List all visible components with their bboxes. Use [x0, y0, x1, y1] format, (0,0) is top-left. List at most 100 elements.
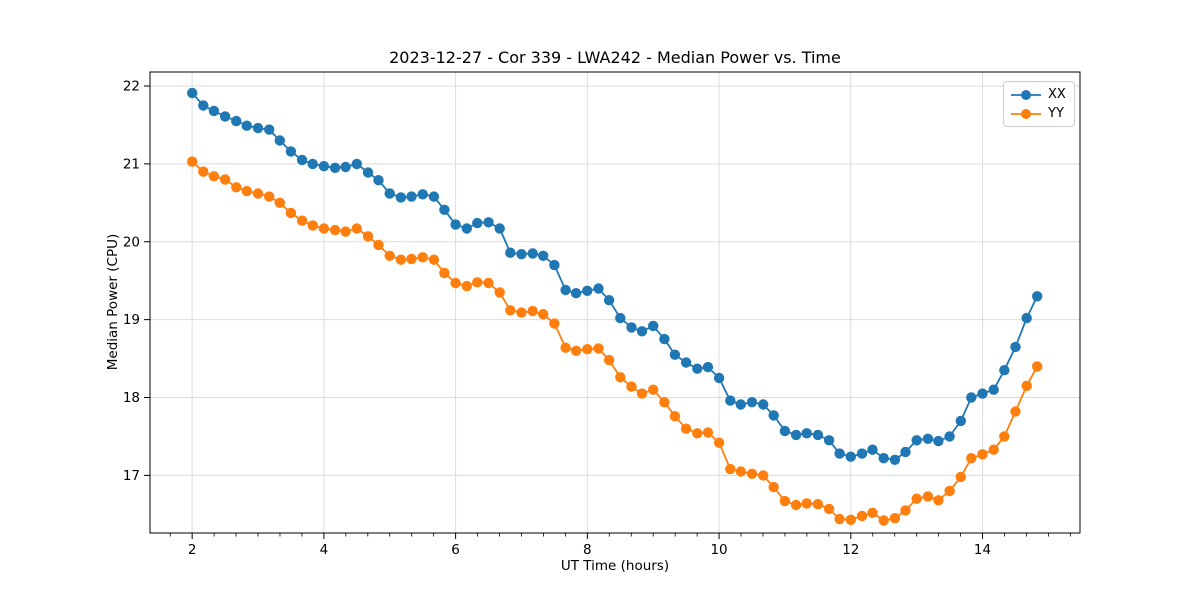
data-point-yy: [384, 250, 395, 261]
data-point-xx: [505, 247, 516, 258]
x-axis-ticks: 2 4 6 8 10 12 14: [169, 533, 1071, 558]
data-point-xx: [692, 363, 703, 374]
data-point-xx: [329, 162, 341, 173]
y-tick-label: 18: [123, 390, 140, 406]
x-tick-label: 8: [583, 542, 592, 558]
data-point-yy: [758, 470, 769, 481]
data-point-xx: [834, 448, 845, 459]
data-point-xx: [472, 217, 483, 229]
data-point-yy: [834, 513, 845, 525]
data-point-xx: [626, 322, 637, 333]
data-point-xx: [933, 435, 944, 447]
data-point-xx: [648, 320, 659, 332]
data-point-xx: [659, 333, 670, 345]
data-point-xx: [603, 295, 615, 306]
data-point-yy: [944, 485, 955, 497]
data-point-yy: [472, 277, 483, 288]
data-point-yy: [1010, 406, 1021, 417]
data-point-xx: [867, 444, 878, 455]
data-point-yy: [395, 254, 407, 265]
chart-title: 2023-12-27 - Cor 339 - LWA242 - Median P…: [389, 48, 841, 67]
data-point-xx: [274, 135, 285, 146]
data-point-yy: [911, 493, 922, 504]
data-point-xx: [1032, 291, 1043, 302]
data-point-yy: [362, 231, 374, 242]
data-point-xx: [395, 192, 407, 203]
data-point-xx: [636, 326, 648, 337]
data-point-xx: [856, 448, 868, 459]
data-point-xx: [362, 167, 374, 178]
data-point-xx: [516, 249, 527, 260]
data-point-xx: [823, 435, 835, 446]
data-point-yy: [900, 505, 911, 516]
x-tick-label: 6: [451, 542, 460, 558]
data-point-xx: [966, 392, 977, 403]
data-point-yy: [669, 411, 681, 422]
data-point-xx: [669, 349, 681, 360]
data-point-yy: [527, 305, 538, 317]
data-point-xx: [384, 188, 395, 199]
gridlines: [150, 72, 1080, 533]
data-point-yy: [296, 215, 308, 226]
data-point-xx: [702, 361, 714, 373]
data-point-yy: [538, 309, 549, 320]
x-tick-label: 12: [842, 542, 859, 558]
data-point-xx: [549, 259, 560, 271]
data-point-yy: [1021, 380, 1032, 391]
data-point-xx: [231, 115, 242, 127]
data-point-yy: [516, 307, 527, 318]
data-point-yy: [307, 220, 318, 231]
legend-entry-yy: YY: [1010, 105, 1066, 122]
legend: XX YY: [1003, 81, 1075, 127]
series-markers-yy: [187, 156, 1043, 526]
data-point-yy: [351, 223, 362, 234]
data-point-xx: [296, 154, 308, 166]
data-point-yy: [494, 287, 505, 298]
data-point-yy: [867, 507, 878, 518]
data-point-xx: [373, 175, 384, 186]
x-tick-label: 14: [974, 542, 991, 558]
data-point-yy: [329, 224, 341, 236]
data-point-yy: [856, 510, 868, 522]
data-point-yy: [735, 466, 746, 477]
data-point-xx: [582, 285, 593, 296]
data-point-yy: [241, 185, 252, 197]
data-point-yy: [264, 191, 275, 202]
data-point-yy: [505, 305, 516, 316]
data-point-xx: [944, 431, 955, 442]
y-axis-ticks: 17 18 19 20 21 22: [123, 79, 150, 484]
data-point-xx: [911, 435, 922, 446]
data-point-yy: [417, 252, 428, 263]
data-point-yy: [955, 471, 966, 483]
data-point-yy: [790, 499, 802, 511]
data-point-yy: [779, 495, 791, 507]
data-point-xx: [713, 372, 725, 384]
data-point-yy: [461, 280, 472, 292]
data-point-xx: [483, 217, 494, 228]
data-point-yy: [208, 171, 220, 182]
data-point-xx: [735, 399, 746, 410]
data-point-yy: [570, 345, 582, 356]
data-point-yy: [648, 384, 659, 395]
data-point-xx: [768, 410, 779, 421]
data-point-xx: [428, 191, 440, 202]
data-point-xx: [988, 384, 999, 395]
data-point-yy: [285, 207, 297, 219]
data-point-yy: [680, 423, 692, 434]
data-point-yy: [187, 156, 198, 167]
data-point-yy: [636, 388, 648, 399]
data-point-yy: [933, 495, 944, 506]
data-point-yy: [988, 444, 999, 455]
data-point-yy: [889, 513, 901, 524]
data-point-xx: [746, 397, 758, 408]
data-point-xx: [264, 124, 275, 135]
data-point-xx: [779, 425, 791, 437]
data-point-xx: [758, 399, 769, 410]
data-point-xx: [615, 312, 626, 324]
data-point-xx: [593, 283, 604, 294]
data-point-xx: [680, 357, 692, 368]
legend-label: XX: [1048, 87, 1066, 102]
data-point-xx: [252, 122, 264, 134]
